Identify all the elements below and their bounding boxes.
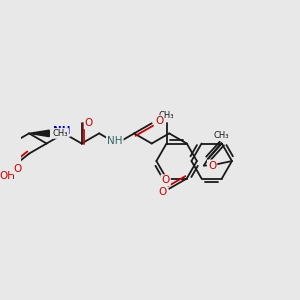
Text: O: O (85, 118, 93, 128)
Text: CH₃: CH₃ (52, 129, 68, 138)
Text: NH: NH (107, 136, 123, 146)
Polygon shape (29, 130, 49, 136)
Text: O: O (14, 164, 22, 174)
Text: O: O (159, 188, 167, 197)
Text: OH: OH (0, 171, 16, 181)
Text: O: O (208, 160, 216, 171)
Text: CH₃: CH₃ (214, 131, 229, 140)
Text: O: O (155, 116, 163, 126)
Text: NH: NH (52, 126, 70, 136)
Text: O: O (161, 176, 170, 185)
Text: CH₃: CH₃ (159, 111, 174, 120)
